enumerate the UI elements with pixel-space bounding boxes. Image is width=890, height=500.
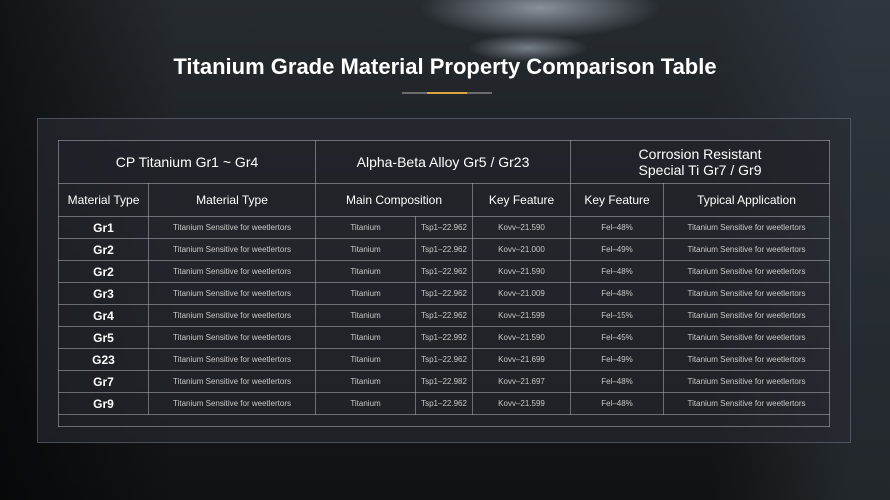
grade-cell: Gr7 bbox=[58, 370, 149, 393]
table-cell: Titanium bbox=[315, 392, 417, 415]
table-cell: Kovv–21.009 bbox=[472, 282, 572, 305]
column-header: Material Type bbox=[58, 183, 149, 217]
table-cell: Kovv–21.697 bbox=[472, 370, 572, 393]
table-cell: Kovv–21.599 bbox=[472, 392, 572, 415]
table-cell: Titanium Sensitive for weetlertors bbox=[663, 216, 831, 239]
table-cell: Titanium Sensitive for weetlertors bbox=[147, 282, 317, 305]
table-cell: Fel–48% bbox=[570, 392, 665, 415]
grade-cell: Gr5 bbox=[58, 326, 149, 349]
table-row: Gr2 Titanium Sensitive for weetlertors Tit… bbox=[58, 260, 831, 283]
grade-cell: G23 bbox=[58, 348, 149, 371]
table-cell: Tsp1–22.962 bbox=[415, 260, 474, 283]
column-header: Key Feature bbox=[472, 183, 572, 217]
table-cell: Fel–48% bbox=[570, 282, 665, 305]
table-cell: Titanium bbox=[315, 370, 417, 393]
table-cell: Tsp1–22.982 bbox=[415, 370, 474, 393]
table-row: Gr9 Titanium Sensitive for weetlertors Tit… bbox=[58, 392, 831, 415]
group-header: Corrosion Resistant Special Ti Gr7 / Gr9 bbox=[570, 140, 831, 184]
table-cell: Kovv–21.699 bbox=[472, 348, 572, 371]
column-header-row: Material Type Material Type Main Compositi… bbox=[58, 183, 831, 217]
table-cell: Titanium Sensitive for weetlertors bbox=[147, 238, 317, 261]
table-cell: Kovv–21.590 bbox=[472, 260, 572, 283]
table-row: Gr4 Titanium Sensitive for weetlertors Tit… bbox=[58, 304, 831, 327]
table-cell: Titanium bbox=[315, 260, 417, 283]
table-row: Gr1 Titanium Sensitive for weetlertors Tit… bbox=[58, 216, 831, 239]
table-cell: Titanium Sensitive for weetlertors bbox=[663, 326, 831, 349]
table-cell: Kovv–21.000 bbox=[472, 238, 572, 261]
title: Titanium Grade Material Property Compari… bbox=[173, 54, 717, 79]
grade-cell: Gr3 bbox=[58, 282, 149, 305]
table-cell: Titanium Sensitive for weetlertors bbox=[147, 304, 317, 327]
column-header: Main Composition bbox=[315, 183, 474, 217]
table-row: Gr2 Titanium Sensitive for weetlertors Tit… bbox=[58, 238, 831, 261]
table-cell: Tsp1–22.962 bbox=[415, 216, 474, 239]
grade-cell: Gr2 bbox=[58, 238, 149, 261]
table-cell: Tsp1–22.962 bbox=[415, 392, 474, 415]
table-cell: Titanium bbox=[315, 304, 417, 327]
table-cell: Titanium Sensitive for weetlertors bbox=[663, 282, 831, 305]
table-cell: Fel–49% bbox=[570, 238, 665, 261]
column-header: Material Type bbox=[147, 183, 317, 217]
filler-cell bbox=[57, 414, 831, 427]
table-cell: Tsp1–22.962 bbox=[415, 238, 474, 261]
table-cell: Titanium Sensitive for weetlertors bbox=[147, 216, 317, 239]
table-cell: Titanium Sensitive for weetlertors bbox=[147, 260, 317, 283]
title-underline bbox=[402, 92, 492, 94]
comparison-table: CP Titanium Gr1 ~ Gr4 Alpha-Beta Alloy Gr… bbox=[57, 140, 831, 427]
table-cell: Tsp1–22.962 bbox=[415, 304, 474, 327]
table-cell: Titanium Sensitive for weetlertors bbox=[663, 348, 831, 371]
table-cell: Titanium Sensitive for weetlertors bbox=[663, 260, 831, 283]
grade-cell: Gr9 bbox=[58, 392, 149, 415]
filler-row bbox=[57, 414, 831, 427]
table-cell: Fel–48% bbox=[570, 260, 665, 283]
column-header: Key Feature bbox=[570, 183, 665, 217]
table-row: Gr3 Titanium Sensitive for weetlertors Tit… bbox=[58, 282, 831, 305]
grade-cell: Gr4 bbox=[58, 304, 149, 327]
table-cell: Titanium Sensitive for weetlertors bbox=[147, 392, 317, 415]
table-cell: Titanium bbox=[315, 348, 417, 371]
table-cell: Kovv–21.599 bbox=[472, 304, 572, 327]
column-header: Typical Application bbox=[663, 183, 831, 217]
table-cell: Tsp1–22.962 bbox=[415, 282, 474, 305]
table-cell: Fel–15% bbox=[570, 304, 665, 327]
table-cell: Titanium Sensitive for weetlertors bbox=[663, 304, 831, 327]
table-cell: Titanium Sensitive for weetlertors bbox=[147, 370, 317, 393]
table-row: Gr5 Titanium Sensitive for weetlertors Tit… bbox=[58, 326, 831, 349]
table-cell: Titanium Sensitive for weetlertors bbox=[147, 326, 317, 349]
group-header: Alpha-Beta Alloy Gr5 / Gr23 bbox=[315, 140, 572, 184]
group-header: CP Titanium Gr1 ~ Gr4 bbox=[57, 140, 317, 184]
table-cell: Titanium Sensitive for weetlertors bbox=[663, 370, 831, 393]
table-cell: Fel–49% bbox=[570, 348, 665, 371]
table-cell: Kovv–21.590 bbox=[472, 326, 572, 349]
table-cell: Titanium bbox=[315, 238, 417, 261]
table-row: G23 Titanium Sensitive for weetlertors Tit… bbox=[58, 348, 831, 371]
table-row: Gr7 Titanium Sensitive for weetlertors Tit… bbox=[58, 370, 831, 393]
table-cell: Tsp1–22.992 bbox=[415, 326, 474, 349]
table-cell: Kovv–21.590 bbox=[472, 216, 572, 239]
grade-cell: Gr2 bbox=[58, 260, 149, 283]
table-cell: Titanium Sensitive for weetlertors bbox=[663, 238, 831, 261]
table-cell: Fel–48% bbox=[570, 370, 665, 393]
table-cell: Titanium Sensitive for weetlertors bbox=[147, 348, 317, 371]
grade-cell: Gr1 bbox=[58, 216, 149, 239]
table-cell: Tsp1–22.962 bbox=[415, 348, 474, 371]
table-cell: Titanium bbox=[315, 282, 417, 305]
table-cell: Fel–48% bbox=[570, 216, 665, 239]
group-header-row: CP Titanium Gr1 ~ Gr4 Alpha-Beta Alloy Gr… bbox=[57, 140, 831, 184]
table-cell: Fel–45% bbox=[570, 326, 665, 349]
table-cell: Titanium bbox=[315, 216, 417, 239]
table-cell: Titanium Sensitive for weetlertors bbox=[663, 392, 831, 415]
table-cell: Titanium bbox=[315, 326, 417, 349]
